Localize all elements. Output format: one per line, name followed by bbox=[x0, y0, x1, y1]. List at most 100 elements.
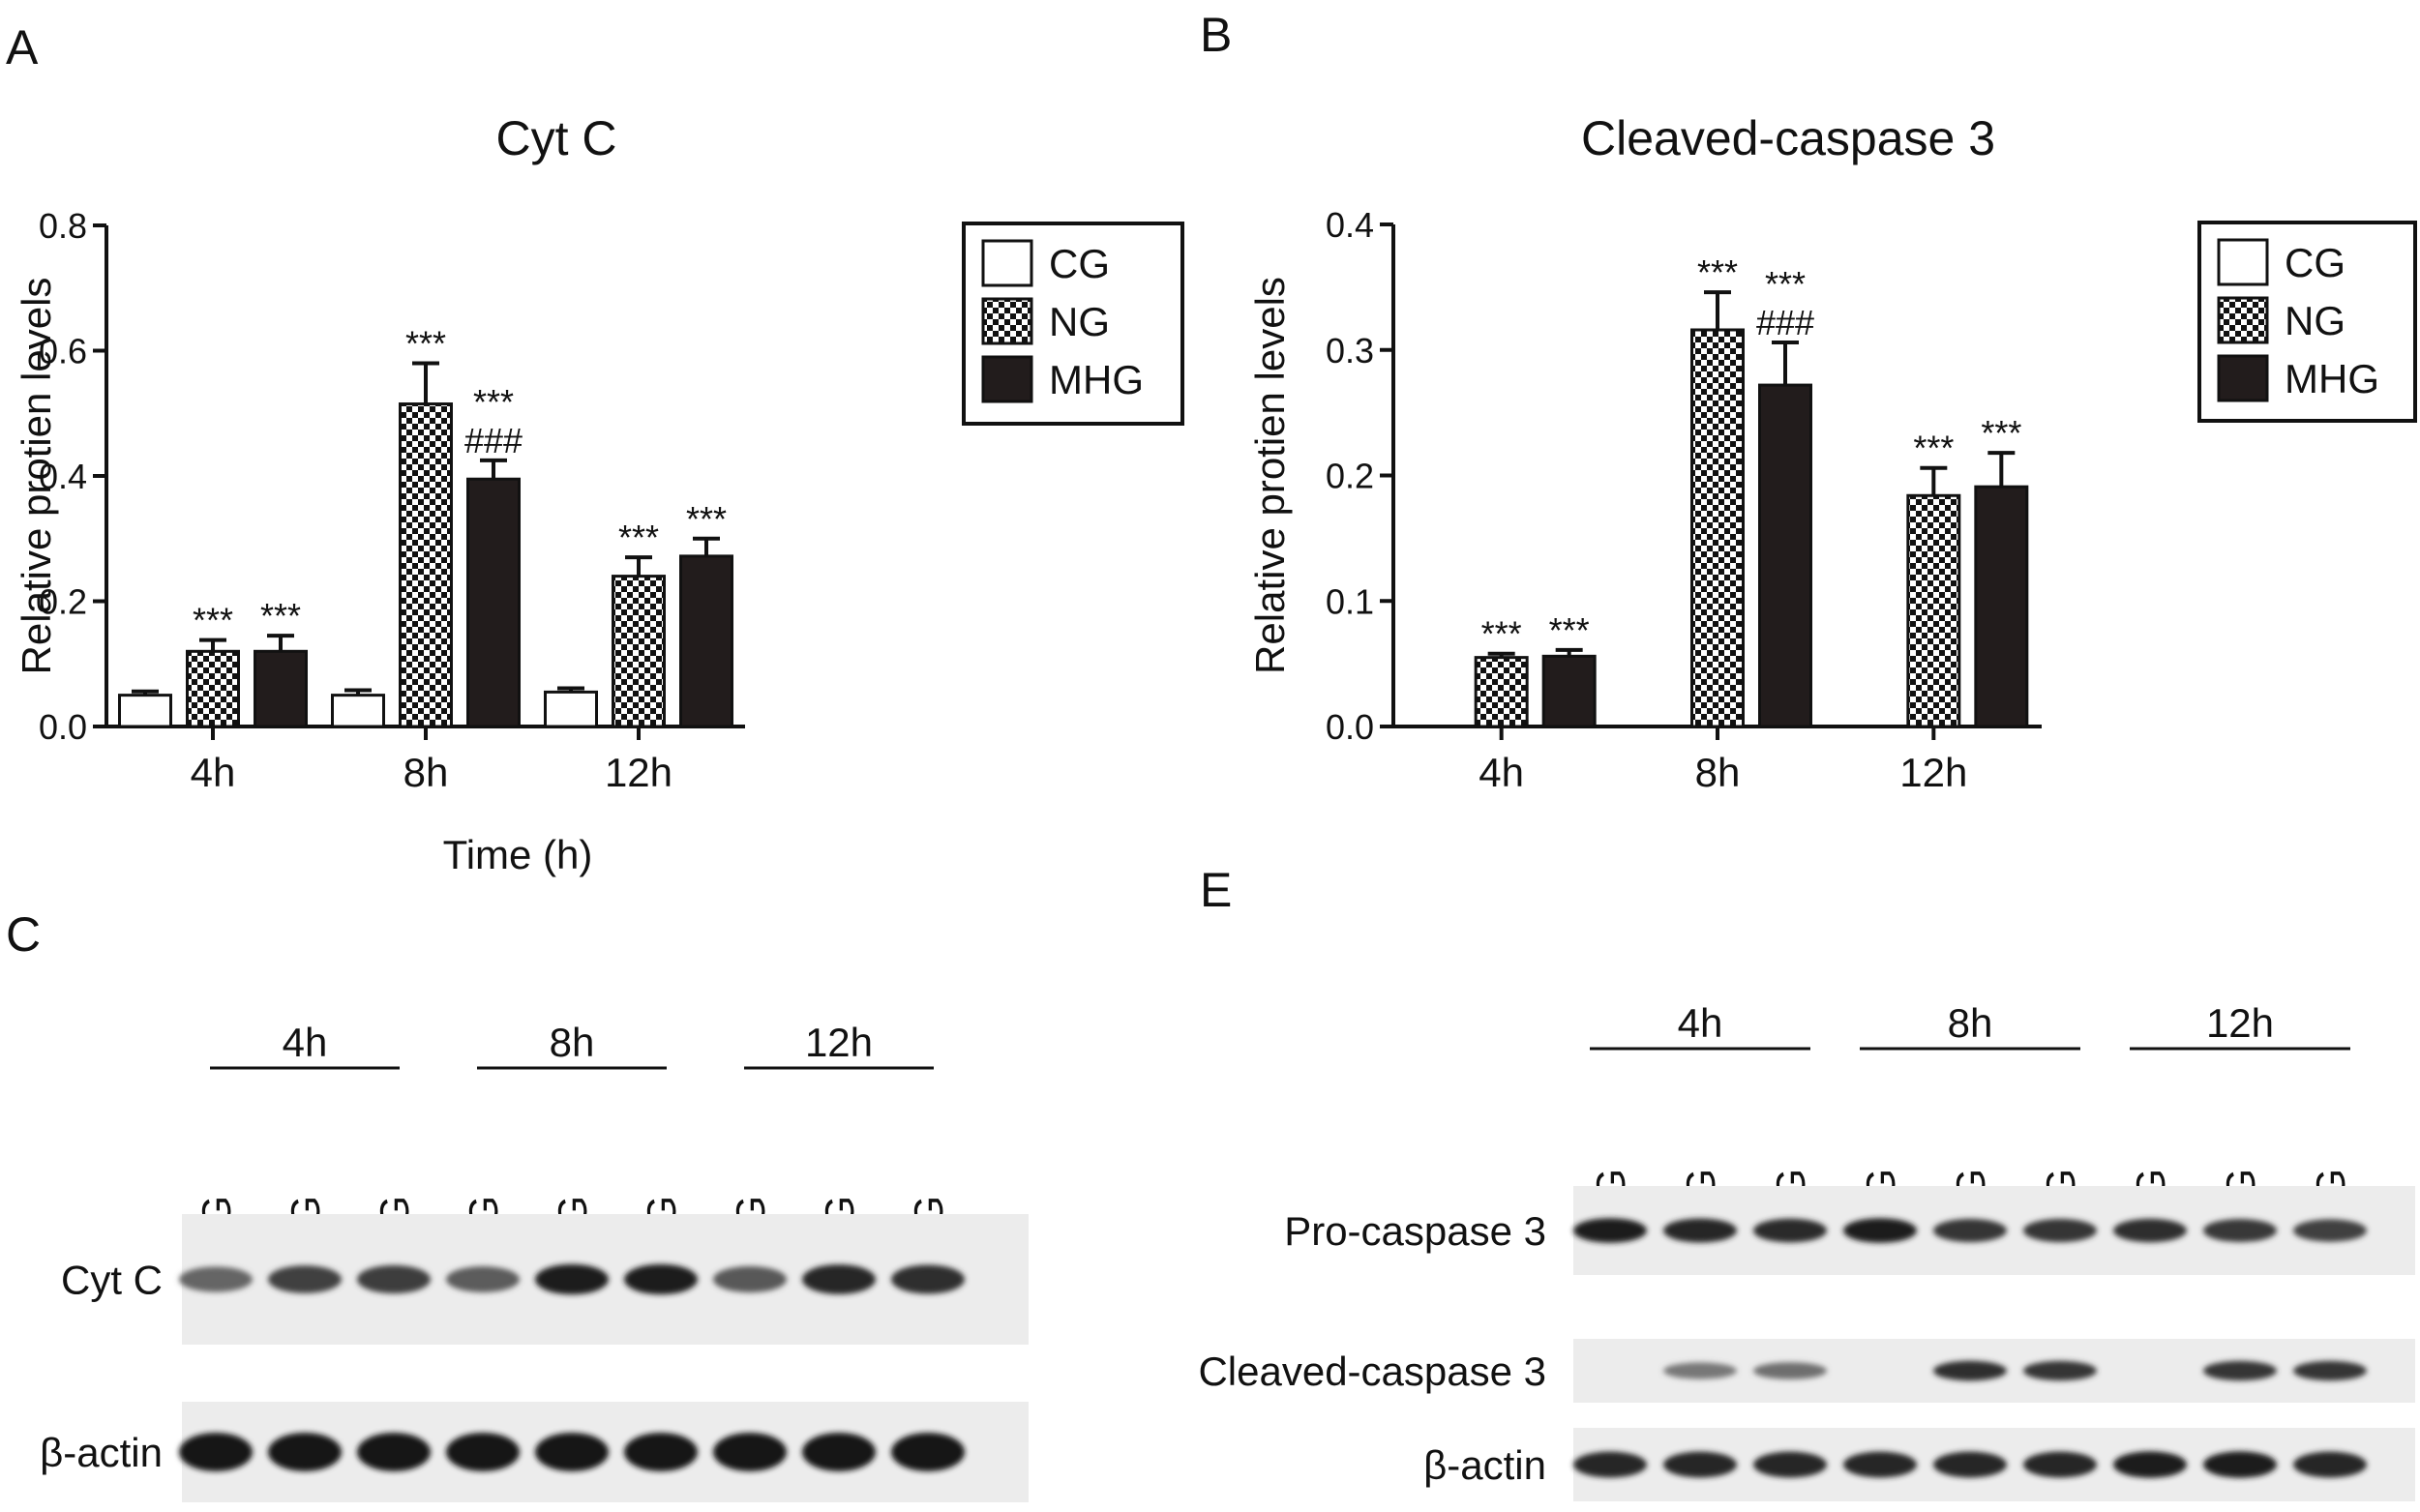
significance-mark: *** bbox=[1981, 413, 2021, 453]
significance-mark: *** bbox=[1913, 429, 1954, 468]
significance-mark: *** bbox=[1549, 610, 1590, 650]
legend-label: NG bbox=[1049, 299, 1110, 344]
blot-band bbox=[1573, 1451, 1647, 1478]
blot-band bbox=[2203, 1219, 2277, 1242]
blot-band bbox=[1933, 1451, 2007, 1478]
blot-band bbox=[1753, 1451, 1827, 1478]
significance-mark: *** bbox=[193, 601, 233, 640]
blot-band bbox=[2203, 1360, 2277, 1381]
y-tick-label: 0.6 bbox=[39, 332, 87, 371]
panel-label-b: B bbox=[1200, 8, 1232, 62]
blot-time-label: 8h bbox=[550, 1020, 595, 1065]
legend-swatch bbox=[981, 297, 1033, 345]
blot-band bbox=[624, 1433, 698, 1471]
blot-time-label: 12h bbox=[2206, 1000, 2274, 1046]
legend-label: MHG bbox=[1049, 357, 1144, 402]
blot-band bbox=[1843, 1451, 1917, 1478]
x-tick-label: 12h bbox=[605, 750, 672, 795]
legend-swatch bbox=[2217, 296, 2269, 344]
blot-band bbox=[268, 1433, 342, 1471]
blot-time-label: 4h bbox=[1678, 1000, 1723, 1046]
y-tick-label: 0.2 bbox=[1326, 457, 1374, 496]
blot-e: 4h8h12hCGNGMHGCGNGMHGCGNGMHGPro-caspase … bbox=[1198, 1000, 2415, 1501]
blot-band bbox=[2023, 1360, 2097, 1381]
y-axis-label: Relative protien levels bbox=[14, 278, 59, 675]
significance-mark: *** bbox=[686, 499, 727, 539]
y-tick-label: 0.0 bbox=[39, 707, 87, 747]
blot-band bbox=[891, 1433, 965, 1471]
significance-mark: *** bbox=[1765, 264, 1806, 304]
chart-title: Cyt C bbox=[496, 111, 617, 165]
bar-mhg bbox=[254, 649, 308, 728]
bar-ng bbox=[1690, 328, 1745, 728]
blot-band bbox=[2293, 1451, 2367, 1478]
panel-label-a: A bbox=[6, 20, 39, 74]
blot-band bbox=[802, 1433, 876, 1471]
significance-mark: *** bbox=[405, 323, 446, 363]
chart-a: Cyt C Relative protien levels Time (h) 0.0 0… bbox=[14, 111, 1184, 877]
bar-mhg bbox=[1974, 485, 2029, 728]
legend-swatch bbox=[981, 239, 1033, 287]
x-axis-label: Time (h) bbox=[443, 832, 593, 877]
significance-mark: *** bbox=[618, 518, 659, 557]
blot-row-label: Pro-caspase 3 bbox=[1284, 1208, 1546, 1254]
x-tick-label: 4h bbox=[1479, 750, 1524, 795]
y-tick-label: 0.8 bbox=[39, 206, 87, 246]
bar-mhg bbox=[1541, 654, 1597, 728]
blot-band bbox=[1843, 1218, 1917, 1243]
legend-swatch bbox=[981, 355, 1033, 403]
blot-band bbox=[2023, 1451, 2097, 1478]
blot-band bbox=[713, 1265, 787, 1293]
blot-row-label: Cleaved-caspase 3 bbox=[1198, 1349, 1546, 1394]
blot-band bbox=[179, 1433, 253, 1471]
significance-mark: *** bbox=[473, 382, 514, 422]
blot-band bbox=[802, 1264, 876, 1294]
bar-ng bbox=[186, 649, 240, 728]
blot-band bbox=[1933, 1360, 2007, 1381]
blot-band bbox=[1663, 1451, 1737, 1478]
y-tick-label: 0.0 bbox=[1326, 707, 1374, 747]
y-tick-label: 0.1 bbox=[1326, 581, 1374, 621]
blot-band bbox=[891, 1264, 965, 1294]
legend-label: CG bbox=[1049, 241, 1110, 286]
bar-mhg bbox=[466, 477, 521, 728]
x-tick-label: 8h bbox=[1695, 750, 1741, 795]
x-tick-label: 12h bbox=[1899, 750, 1967, 795]
blot-band bbox=[179, 1266, 253, 1292]
significance-mark: *** bbox=[260, 596, 301, 636]
significance-mark: ### bbox=[464, 421, 523, 460]
bar-cg bbox=[544, 690, 598, 728]
blot-band bbox=[2023, 1218, 2097, 1243]
blot-row-label: β-actin bbox=[40, 1430, 163, 1475]
legend-swatch bbox=[2217, 354, 2269, 402]
blot-row-label: Cyt C bbox=[61, 1258, 163, 1303]
y-tick-label: 0.2 bbox=[39, 582, 87, 622]
blot-band bbox=[624, 1263, 698, 1295]
bar-ng bbox=[1906, 493, 1961, 728]
blot-band bbox=[446, 1433, 520, 1471]
panel-label-e: E bbox=[1200, 863, 1232, 917]
blot-band bbox=[1933, 1218, 2007, 1243]
bar-cg bbox=[118, 694, 172, 728]
bar-ng bbox=[1474, 656, 1529, 728]
chart-b: Cleaved-caspase 3 Relative protien levels… bbox=[1247, 111, 2417, 795]
blot-band bbox=[2293, 1360, 2367, 1381]
blot-band bbox=[268, 1265, 342, 1293]
panel-label-c: C bbox=[6, 907, 41, 962]
blot-band bbox=[1663, 1362, 1737, 1379]
y-axis-label: Relative protien levels bbox=[1247, 277, 1293, 674]
blot-band bbox=[1663, 1218, 1737, 1243]
blot-band bbox=[535, 1263, 609, 1295]
bar-cg bbox=[331, 694, 385, 728]
blot-band bbox=[2113, 1451, 2187, 1478]
x-tick-label: 4h bbox=[191, 750, 236, 795]
blot-band bbox=[357, 1433, 431, 1471]
blot-band bbox=[1573, 1218, 1647, 1243]
significance-mark: *** bbox=[1481, 614, 1522, 654]
bar-mhg bbox=[679, 554, 733, 728]
blot-band bbox=[2293, 1219, 2367, 1242]
blot-band bbox=[713, 1433, 787, 1471]
blot-band bbox=[2113, 1218, 2187, 1243]
blot-band bbox=[357, 1264, 431, 1294]
legend-label: NG bbox=[2285, 298, 2345, 343]
